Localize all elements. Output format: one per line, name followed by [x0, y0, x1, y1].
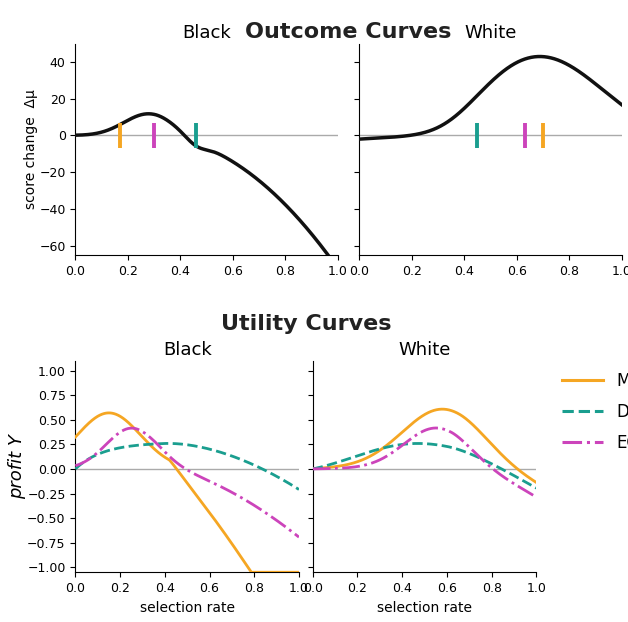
Text: Outcome Curves: Outcome Curves [246, 22, 452, 42]
Title: White: White [464, 24, 517, 42]
Legend: MU, DP, EO: MU, DP, EO [555, 365, 628, 459]
Text: Utility Curves: Utility Curves [220, 314, 391, 334]
Y-axis label: profit Υ: profit Υ [8, 434, 26, 499]
Y-axis label: score change  Δμ: score change Δμ [24, 90, 38, 209]
X-axis label: selection rate: selection rate [139, 600, 235, 615]
Title: Black: Black [163, 341, 212, 359]
Title: White: White [398, 341, 451, 359]
X-axis label: selection rate: selection rate [377, 600, 472, 615]
Title: Black: Black [182, 24, 231, 42]
